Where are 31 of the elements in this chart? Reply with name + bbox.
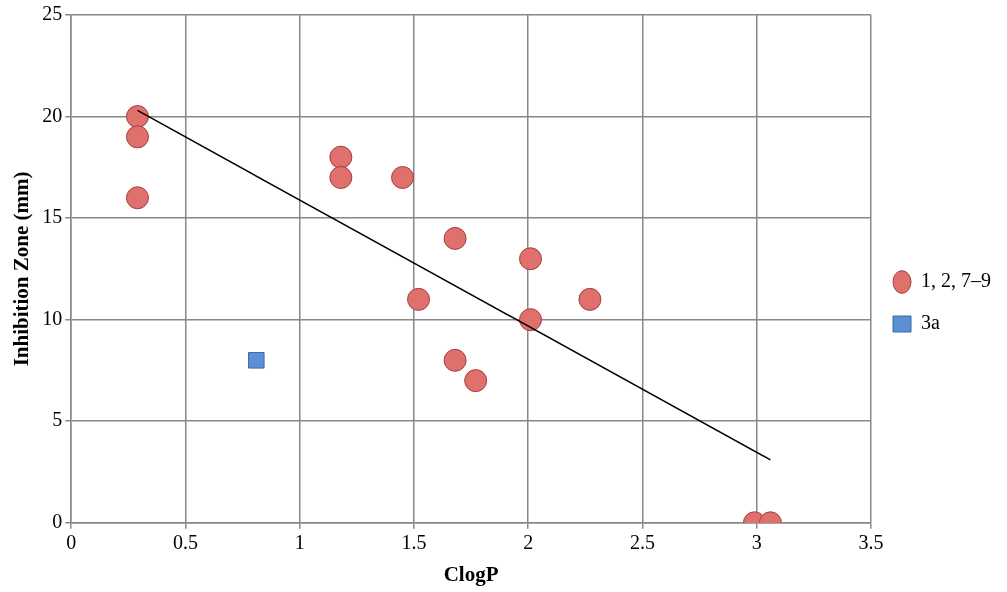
x-tick-label: 3 xyxy=(751,531,762,554)
x-tick-label: 1 xyxy=(294,531,305,554)
point xyxy=(329,145,353,169)
point xyxy=(125,186,149,210)
point xyxy=(248,352,265,369)
y-tick-label: 10 xyxy=(42,306,63,329)
x-tick-label: 2 xyxy=(523,531,534,554)
x-tick-label: 2.5 xyxy=(629,531,655,554)
legend-label: 1, 2, 7–9 xyxy=(921,269,991,292)
point xyxy=(443,226,467,250)
point xyxy=(464,369,488,393)
point xyxy=(125,125,149,149)
point xyxy=(407,287,431,311)
y-tick-label: 5 xyxy=(52,408,63,431)
y-tick-label: 20 xyxy=(42,103,63,126)
x-axis-title: ClogP xyxy=(443,561,499,586)
y-axis-title: Inhibition Zone (mm) xyxy=(9,171,34,367)
x-tick-label: 0.5 xyxy=(172,531,198,554)
point xyxy=(519,247,543,271)
y-tick-label: 25 xyxy=(42,2,63,25)
x-tick-label: 0 xyxy=(66,531,77,554)
point xyxy=(329,166,353,189)
point xyxy=(443,348,467,372)
legend-label: 3a xyxy=(921,311,940,334)
x-tick-label: 1.5 xyxy=(401,531,427,554)
point xyxy=(578,287,602,311)
point xyxy=(519,308,543,332)
x-tick-label: 3.5 xyxy=(858,531,884,554)
y-tick-label: 15 xyxy=(42,205,63,228)
y-tick-label: 0 xyxy=(52,510,63,533)
point xyxy=(391,166,415,189)
